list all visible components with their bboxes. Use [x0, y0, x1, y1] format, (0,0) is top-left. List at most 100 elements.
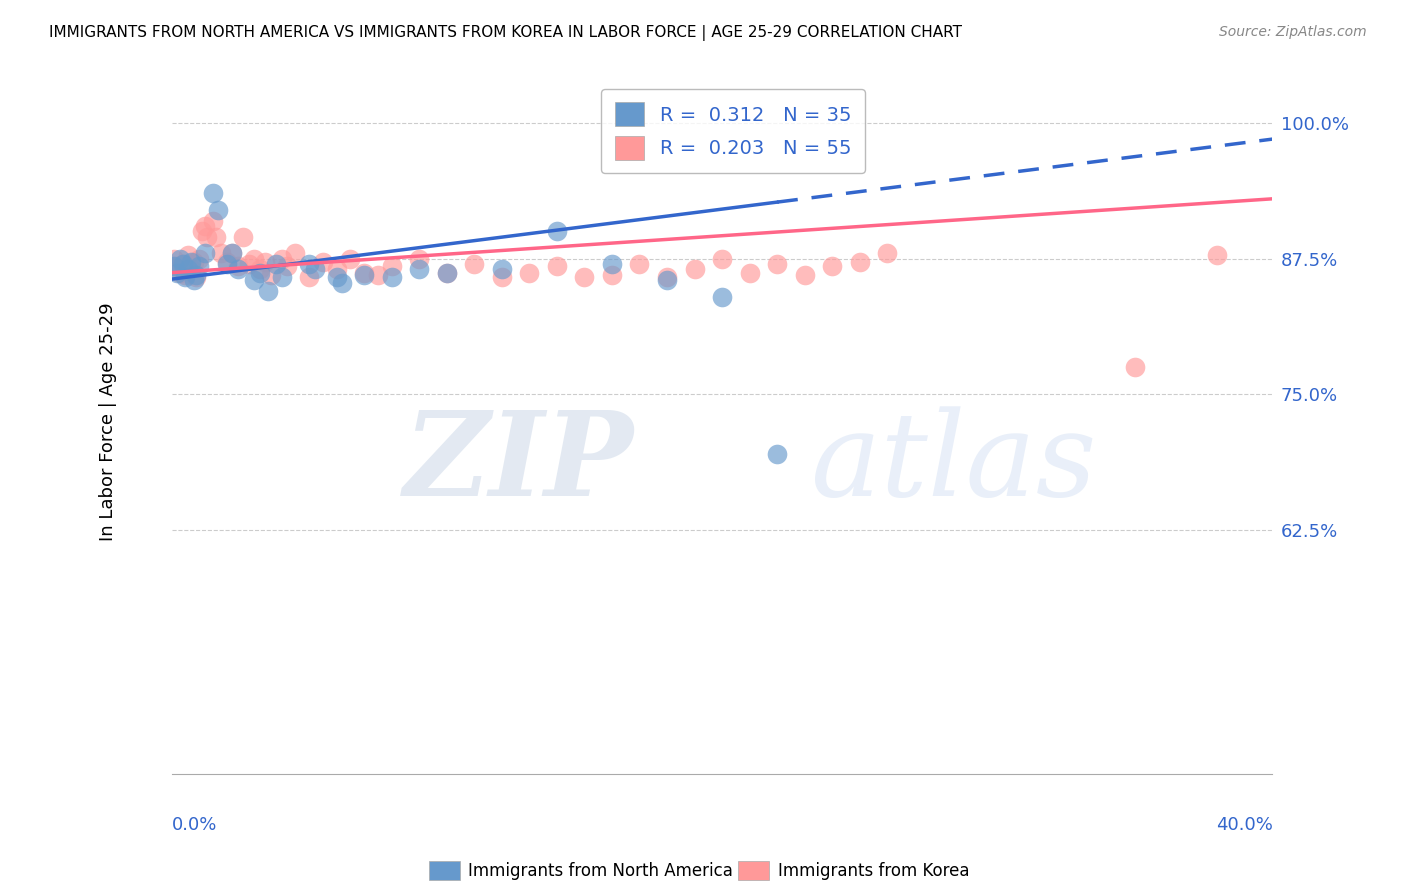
Point — [436, 266, 458, 280]
Point — [600, 257, 623, 271]
Point — [1123, 360, 1146, 375]
Point — [226, 259, 249, 273]
Point — [491, 262, 513, 277]
Point — [238, 257, 260, 271]
Point — [821, 259, 844, 273]
Text: ZIP: ZIP — [404, 406, 634, 521]
Point — [254, 254, 277, 268]
Point — [169, 266, 191, 280]
Point — [169, 252, 191, 266]
Point — [163, 259, 186, 273]
Point — [221, 246, 243, 260]
Point — [195, 229, 218, 244]
Point — [683, 262, 706, 277]
Point — [408, 262, 430, 277]
Point — [215, 254, 238, 268]
Point — [183, 273, 205, 287]
Point — [166, 259, 188, 273]
Text: Immigrants from North America: Immigrants from North America — [468, 862, 733, 880]
Point — [259, 268, 281, 282]
Point — [325, 270, 347, 285]
Point — [304, 262, 326, 277]
Point — [204, 229, 226, 244]
Point — [188, 252, 211, 266]
Point — [180, 262, 202, 277]
Point — [491, 270, 513, 285]
Point — [436, 266, 458, 280]
Point — [312, 254, 335, 268]
Point — [381, 259, 404, 273]
Point — [201, 213, 224, 227]
Point — [330, 277, 353, 291]
Point — [174, 270, 197, 285]
Point — [574, 270, 596, 285]
Point — [257, 284, 280, 298]
Point — [249, 266, 271, 280]
Point — [191, 224, 214, 238]
Text: IMMIGRANTS FROM NORTH AMERICA VS IMMIGRANTS FROM KOREA IN LABOR FORCE | AGE 25-2: IMMIGRANTS FROM NORTH AMERICA VS IMMIGRA… — [49, 25, 962, 41]
Point — [221, 246, 243, 260]
Point — [339, 252, 361, 266]
Point — [188, 259, 211, 273]
Point — [174, 268, 197, 282]
Point — [183, 254, 205, 268]
Point — [270, 252, 292, 266]
Point — [180, 254, 202, 268]
Point — [600, 268, 623, 282]
Point — [628, 257, 651, 271]
Point — [408, 252, 430, 266]
Point — [711, 289, 734, 303]
Point — [353, 268, 375, 282]
Point — [232, 229, 254, 244]
Point — [264, 257, 287, 271]
Text: atlas: atlas — [810, 407, 1097, 521]
Point — [353, 266, 375, 280]
Point — [848, 254, 870, 268]
Point — [215, 257, 238, 271]
Point — [655, 273, 678, 287]
Point — [381, 270, 404, 285]
Point — [519, 266, 541, 280]
Point — [209, 246, 232, 260]
Point — [243, 273, 266, 287]
Point — [226, 262, 249, 277]
Point — [546, 259, 568, 273]
Text: 40.0%: 40.0% — [1216, 815, 1272, 833]
Point — [766, 257, 789, 271]
Text: Immigrants from Korea: Immigrants from Korea — [778, 862, 969, 880]
Point — [177, 248, 200, 262]
Legend: R =  0.312   N = 35, R =  0.203   N = 55: R = 0.312 N = 35, R = 0.203 N = 55 — [602, 89, 865, 173]
Text: 0.0%: 0.0% — [172, 815, 217, 833]
Point — [177, 262, 200, 277]
Point — [201, 186, 224, 201]
Point — [546, 224, 568, 238]
Point — [249, 262, 271, 277]
Point — [186, 270, 208, 285]
Point — [194, 219, 217, 233]
Point — [876, 246, 898, 260]
Point — [207, 202, 229, 217]
Point — [172, 257, 194, 271]
Point — [367, 268, 389, 282]
Point — [1206, 248, 1229, 262]
Point — [243, 252, 266, 266]
Point — [163, 252, 186, 266]
Point — [325, 262, 347, 277]
Point — [270, 270, 292, 285]
Point — [793, 268, 815, 282]
Point — [166, 266, 188, 280]
Point — [463, 257, 485, 271]
Point — [194, 246, 217, 260]
Point — [766, 447, 789, 461]
Point — [276, 259, 298, 273]
Text: In Labor Force | Age 25-29: In Labor Force | Age 25-29 — [98, 302, 117, 541]
Point — [186, 268, 208, 282]
Text: Source: ZipAtlas.com: Source: ZipAtlas.com — [1219, 25, 1367, 39]
Point — [172, 257, 194, 271]
Point — [298, 270, 321, 285]
Point — [284, 246, 307, 260]
Point — [655, 270, 678, 285]
Point — [738, 266, 761, 280]
Point — [711, 252, 734, 266]
Point — [298, 257, 321, 271]
